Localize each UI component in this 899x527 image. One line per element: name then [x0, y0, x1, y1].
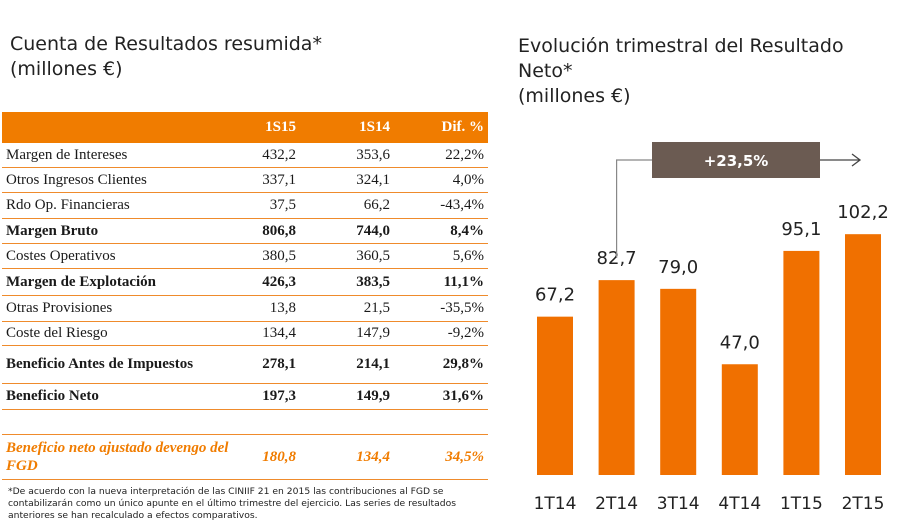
row-value-diff: -43,4% — [440, 197, 484, 213]
row-value-diff: -9,2% — [447, 325, 484, 341]
row-value-1s15: 432,2 — [262, 146, 296, 163]
table-header: 1S15 1S14 Dif. % — [2, 112, 488, 143]
growth-bracket-line — [616, 159, 652, 258]
chart-title: Evolución trimestral del Resultado Neto*… — [518, 34, 898, 109]
table-title-line1: Cuenta de Resultados resumida* — [10, 33, 322, 55]
row-value-diff: 4,0% — [452, 171, 484, 188]
row-value-diff: 5,6% — [452, 247, 484, 264]
row-value-1s14: 149,9 — [356, 388, 390, 404]
results-table: 1S15 1S14 Dif. % Margen de Intereses 432,… — [2, 112, 488, 480]
row-value-1s15: 806,8 — [262, 222, 296, 239]
row-value-1s14: 21,5 — [363, 300, 390, 316]
table-row: Rdo Op. Financieras 37,5 66,2 -43,4% — [2, 193, 488, 219]
table-row: Otros Ingresos Clientes 337,1 324,1 4,0% — [2, 168, 488, 193]
bar-value-label: 47,0 — [720, 332, 760, 353]
bar-value-label: 102,2 — [837, 202, 889, 223]
row-value-1s14: 383,5 — [356, 273, 390, 290]
row-value-diff: 8,4% — [450, 222, 484, 239]
adjusted-v2: 134,4 — [356, 448, 390, 465]
table-row: Beneficio Antes de Impuestos 278,1 214,1 29… — [2, 346, 488, 384]
bar-2T15 — [845, 234, 881, 475]
table-title: Cuenta de Resultados resumida* (millones… — [10, 32, 430, 82]
table-title-units: (millones €) — [10, 58, 123, 80]
bar-1T15 — [783, 250, 820, 475]
bar-value-label: 95,1 — [781, 219, 821, 240]
row-value-1s15: 426,3 — [262, 273, 296, 290]
row-value-1s15: 380,5 — [262, 247, 296, 264]
chart-title-line1: Evolución trimestral del Resultado Neto* — [518, 35, 844, 82]
arrow-right-icon — [820, 153, 862, 167]
table-spacer — [2, 410, 488, 435]
row-value-1s14: 324,1 — [356, 171, 390, 188]
row-label: Coste del Riesgo — [6, 325, 108, 341]
row-value-diff: -35,5% — [440, 300, 484, 316]
row-label: Otras Provisiones — [6, 300, 113, 316]
row-value-1s14: 214,1 — [356, 356, 390, 372]
growth-label: +23,5% — [704, 152, 769, 170]
row-value-diff: 11,1% — [443, 273, 484, 290]
bar-2T14 — [598, 280, 635, 475]
row-value-1s14: 147,9 — [356, 325, 390, 341]
bar-value-label: 82,7 — [597, 248, 637, 269]
table-row: Margen de Explotación 426,3 383,5 11,1% — [2, 269, 488, 296]
row-label: Beneficio Antes de Impuestos — [6, 356, 194, 372]
bar-3T14 — [660, 288, 697, 475]
row-value-diff: 29,8% — [442, 356, 484, 372]
bar-value-label: 67,2 — [535, 285, 575, 306]
adjusted-v1: 180,8 — [262, 448, 296, 465]
row-value-1s15: 37,5 — [269, 197, 296, 213]
row-value-1s14: 66,2 — [363, 197, 390, 213]
table-row: Costes Operativos 380,5 360,5 5,6% — [2, 244, 488, 269]
row-label: Beneficio Neto — [6, 388, 99, 404]
table-body: Margen de Intereses 432,2 353,6 22,2% Otros … — [2, 143, 488, 410]
bar-1T14 — [537, 316, 573, 475]
row-value-1s14: 353,6 — [356, 146, 390, 163]
category-label: 2T15 — [842, 494, 885, 514]
adjusted-label: Beneficio neto ajustado devengo del FGD — [6, 440, 229, 474]
row-value-diff: 31,6% — [442, 388, 484, 404]
row-label: Margen de Intereses — [6, 146, 128, 163]
bar-value-label: 79,0 — [658, 257, 698, 278]
row-value-diff: 22,2% — [445, 146, 484, 163]
table-row: Otras Provisiones 13,8 21,5 -35,5% — [2, 296, 488, 322]
row-value-1s15: 337,1 — [262, 171, 296, 188]
category-label: 4T14 — [718, 494, 761, 514]
row-label: Otros Ingresos Clientes — [6, 171, 147, 188]
row-value-1s15: 278,1 — [262, 356, 296, 372]
table-row: Margen Bruto 806,8 744,0 8,4% — [2, 219, 488, 244]
net-profit-chart: 67,2 1T14 82,7 2T14 79,0 3T14 47,0 4T14 95,1 1T15… — [500, 120, 899, 527]
row-value-1s14: 360,5 — [356, 247, 390, 264]
row-label: Margen Bruto — [6, 222, 99, 239]
header-1s14: 1S14 — [359, 119, 390, 135]
category-label: 1T14 — [534, 494, 577, 514]
row-value-1s14: 744,0 — [356, 222, 390, 239]
bar-chart-svg: 67,2 1T14 82,7 2T14 79,0 3T14 47,0 4T14 95,1 1T15… — [534, 142, 889, 514]
row-value-1s15: 13,8 — [269, 300, 296, 316]
footnote: *De acuerdo con la nueva interpretación … — [8, 486, 456, 521]
row-label: Rdo Op. Financieras — [6, 197, 130, 213]
row-value-1s15: 134,4 — [262, 325, 296, 341]
header-diff: Dif. % — [441, 119, 485, 135]
growth-box — [652, 142, 820, 178]
table-row: Margen de Intereses 432,2 353,6 22,2% — [2, 143, 488, 168]
row-label: Costes Operativos — [6, 247, 116, 264]
adjusted-row: Beneficio neto ajustado devengo del FGD … — [2, 435, 488, 480]
header-1s15: 1S15 — [265, 119, 296, 135]
row-label: Margen de Explotación — [6, 273, 156, 290]
category-label: 2T14 — [595, 494, 638, 514]
row-value-1s15: 197,3 — [262, 388, 296, 404]
category-label: 1T15 — [780, 494, 823, 514]
category-label: 3T14 — [657, 494, 700, 514]
bar-4T14 — [721, 364, 758, 475]
adjusted-diff: 34,5% — [445, 448, 484, 465]
chart-title-units: (millones €) — [518, 85, 631, 107]
table-row: Beneficio Neto 197,3 149,9 31,6% — [2, 384, 488, 410]
table-row: Coste del Riesgo 134,4 147,9 -9,2% — [2, 322, 488, 346]
